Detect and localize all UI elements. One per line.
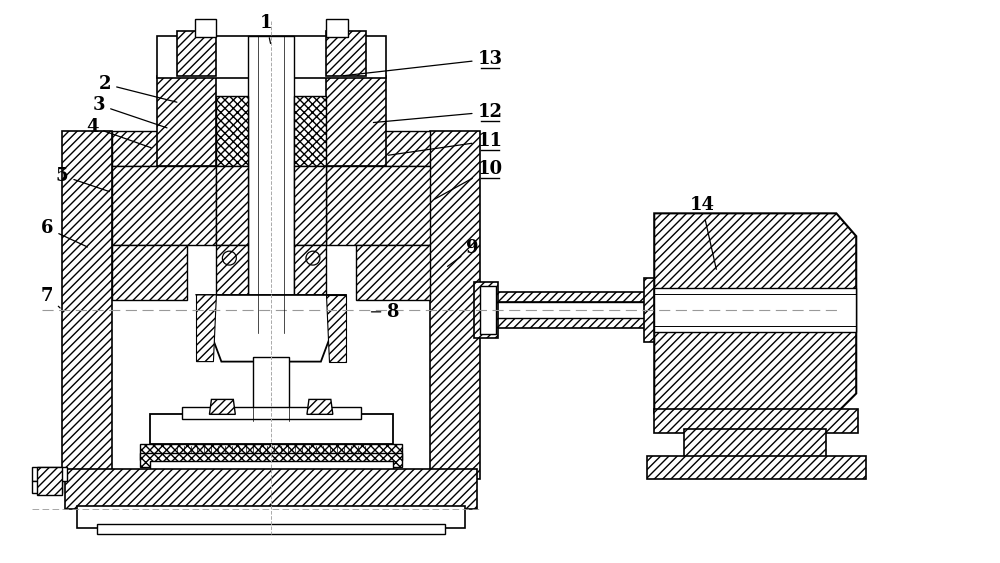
Text: 3: 3	[93, 96, 167, 128]
Polygon shape	[216, 166, 248, 245]
Polygon shape	[326, 166, 430, 245]
Polygon shape	[294, 245, 326, 300]
Text: 8: 8	[371, 303, 399, 321]
Bar	[480, 302, 654, 318]
Bar	[140, 444, 402, 460]
Polygon shape	[197, 295, 216, 361]
Polygon shape	[65, 469, 477, 509]
Polygon shape	[647, 456, 866, 479]
Polygon shape	[112, 166, 216, 245]
Bar	[32, 467, 67, 481]
Bar	[195, 19, 216, 37]
Polygon shape	[644, 278, 667, 342]
Bar	[654, 288, 856, 332]
Text: 13: 13	[344, 50, 503, 75]
Polygon shape	[112, 131, 216, 166]
Bar	[326, 19, 348, 37]
Polygon shape	[294, 166, 326, 245]
Bar	[253, 356, 289, 421]
Bar	[140, 453, 402, 467]
Polygon shape	[216, 96, 248, 166]
Text: 5: 5	[56, 167, 109, 191]
Text: 9: 9	[448, 239, 478, 266]
Bar	[248, 36, 294, 333]
Bar	[182, 408, 361, 419]
Polygon shape	[216, 245, 248, 300]
Polygon shape	[157, 76, 216, 166]
Bar	[77, 506, 465, 528]
Text: 10: 10	[435, 159, 503, 199]
Polygon shape	[62, 131, 112, 479]
Bar	[150, 414, 393, 444]
Polygon shape	[197, 295, 346, 361]
Polygon shape	[307, 399, 333, 414]
Polygon shape	[480, 318, 654, 328]
Text: 4: 4	[86, 118, 151, 148]
Polygon shape	[209, 399, 235, 414]
Polygon shape	[474, 282, 498, 338]
Text: 12: 12	[373, 103, 503, 123]
Polygon shape	[326, 295, 346, 361]
Polygon shape	[177, 31, 216, 76]
Polygon shape	[112, 245, 187, 300]
Polygon shape	[356, 245, 430, 300]
Polygon shape	[654, 409, 858, 434]
Bar	[37, 467, 62, 495]
Text: 6: 6	[41, 219, 88, 247]
Text: 14: 14	[689, 196, 716, 269]
Bar	[157, 36, 386, 78]
Polygon shape	[430, 131, 480, 479]
Bar	[32, 481, 62, 493]
Polygon shape	[326, 76, 386, 166]
Polygon shape	[294, 96, 326, 166]
Text: 2: 2	[99, 75, 177, 102]
Polygon shape	[480, 292, 654, 302]
Bar	[97, 524, 445, 534]
Bar	[480, 286, 496, 334]
Text: 1: 1	[260, 14, 272, 43]
Bar	[150, 461, 393, 473]
Polygon shape	[654, 213, 856, 413]
Polygon shape	[684, 429, 826, 459]
Text: 7: 7	[41, 287, 60, 308]
Polygon shape	[326, 131, 430, 166]
Text: 11: 11	[388, 132, 503, 155]
Polygon shape	[326, 31, 366, 76]
